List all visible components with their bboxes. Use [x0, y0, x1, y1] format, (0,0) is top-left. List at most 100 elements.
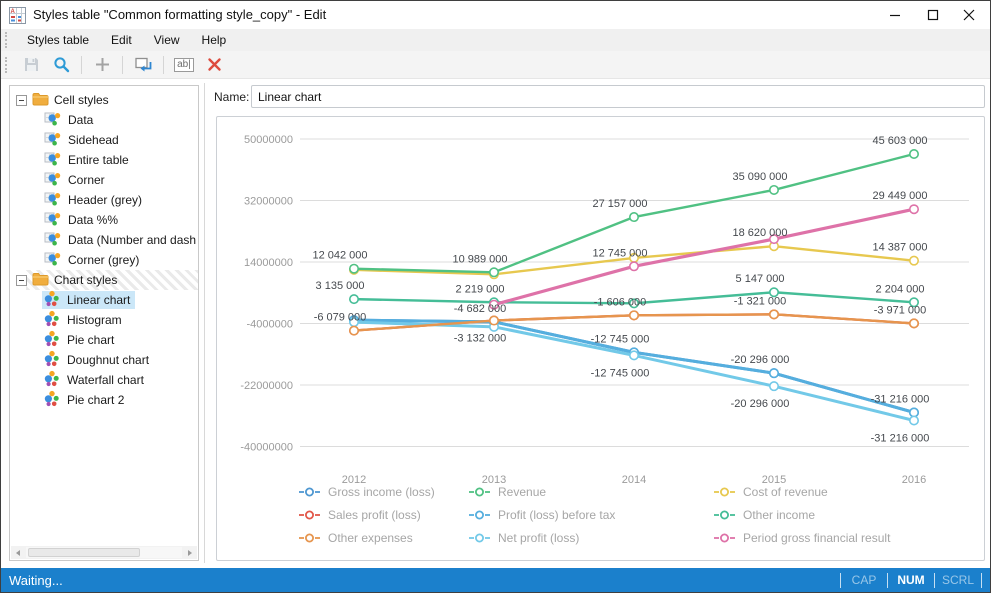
tree-item-pie-chart[interactable]: Pie chart: [10, 330, 198, 350]
menu-bar: Styles table Edit View Help: [1, 29, 990, 51]
status-indicator-scrl: SCRL: [941, 573, 974, 587]
tree-item-data[interactable]: Data %%: [10, 210, 198, 230]
tree-item-header-grey[interactable]: Header (grey): [10, 190, 198, 210]
data-label: 45 603 000: [872, 135, 927, 147]
scroll-left-button[interactable]: [11, 546, 25, 559]
svg-text:A: A: [11, 9, 16, 15]
search-button[interactable]: [48, 53, 74, 77]
legend-label: Cost of revenue: [743, 485, 828, 499]
tree-folder-chart-styles[interactable]: Chart styles: [10, 270, 198, 290]
data-label: -3 971 000: [874, 304, 927, 316]
menu-help[interactable]: Help: [201, 33, 227, 47]
series-period_gross: [488, 204, 919, 310]
tree-item-content: Waterfall chart: [42, 370, 149, 389]
data-point: [768, 368, 779, 379]
minimize-button[interactable]: [878, 1, 912, 29]
tree-horizontal-scrollbar[interactable]: [11, 546, 197, 559]
chart-style-icon: [44, 390, 62, 410]
tree-item-pie-chart-2[interactable]: Pie chart 2: [10, 390, 198, 410]
folder-icon: [32, 272, 49, 289]
scrollbar-track[interactable]: [26, 547, 182, 558]
panel-splitter[interactable]: [204, 83, 205, 563]
tree-item-data-number-and-dash[interactable]: Data (Number and dash: [10, 230, 198, 250]
delete-button[interactable]: [201, 53, 227, 77]
data-label: -1 321 000: [734, 295, 787, 307]
data-point: [349, 294, 360, 305]
tree-item-entire-table[interactable]: Entire table: [10, 150, 198, 170]
maximize-icon: [927, 9, 939, 21]
y-axis-tick: -4000000: [247, 319, 294, 331]
tree-item-corner-grey[interactable]: Corner (grey): [10, 250, 198, 270]
legend-label: Revenue: [498, 485, 547, 499]
tree-item-sidehead[interactable]: Sidehead: [10, 130, 198, 150]
data-point: [908, 415, 919, 426]
data-label: 10 989 000: [452, 253, 507, 265]
tree-item-content: Entire table: [42, 151, 134, 169]
legend-entry-sales-profit-loss: Sales profit (loss): [299, 508, 421, 522]
status-separator: [934, 572, 935, 588]
data-label: 18 620 000: [732, 227, 787, 239]
collapse-icon[interactable]: [16, 274, 27, 286]
data-point: [628, 310, 639, 321]
legend-entry-period-gross-financial-result: Period gross financial result: [714, 531, 890, 545]
tree-item-waterfall-chart[interactable]: Waterfall chart: [10, 370, 198, 390]
menu-styles-table[interactable]: Styles table: [27, 33, 90, 47]
data-point: [908, 407, 919, 418]
tree-item-label: Header (grey): [68, 193, 143, 207]
rename-button[interactable]: ab|: [171, 53, 197, 77]
legend-marker-icon: [299, 487, 320, 497]
tree-item-label: Histogram: [67, 313, 122, 327]
status-indicator-num: NUM: [897, 573, 925, 587]
tree-folder-cell-styles[interactable]: Cell styles: [10, 90, 198, 110]
menu-edit[interactable]: Edit: [111, 33, 132, 47]
tree-item-content: Data %%: [42, 211, 123, 229]
close-button[interactable]: [952, 1, 986, 29]
data-point: [628, 298, 639, 309]
data-point: [628, 350, 639, 361]
close-icon: [963, 9, 975, 21]
legend-marker-icon: [469, 487, 490, 497]
legend-marker-icon: [299, 510, 320, 520]
status-separator: [887, 572, 888, 588]
tree-item-label: Sidehead: [68, 133, 119, 147]
tree-item-doughnut-chart[interactable]: Doughnut chart: [10, 350, 198, 370]
minimize-icon: [890, 14, 900, 17]
tree-item-content: Pie chart: [42, 330, 119, 349]
tree-item-corner[interactable]: Corner: [10, 170, 198, 190]
data-label: 14 387 000: [872, 242, 927, 254]
y-axis-tick: 32000000: [244, 196, 293, 208]
menu-view[interactable]: View: [153, 33, 180, 47]
data-label: 12 745 000: [592, 247, 647, 259]
data-label: -31 216 000: [871, 432, 930, 444]
legend-label: Other expenses: [328, 531, 413, 545]
tree-item-histogram[interactable]: Histogram: [10, 310, 198, 330]
legend-entry-cost-of-revenue: Cost of revenue: [714, 485, 828, 499]
data-label: 2 204 000: [876, 283, 925, 295]
data-point: [908, 204, 919, 215]
collapse-icon[interactable]: [16, 94, 27, 106]
style-name-input[interactable]: [251, 85, 985, 108]
data-point: [349, 325, 360, 336]
tree-item-content: Histogram: [42, 310, 127, 329]
data-point: [349, 263, 360, 274]
cell-style-icon: [44, 230, 63, 250]
legend-entry-net-profit-loss: Net profit (loss): [469, 531, 579, 545]
status-bar: Waiting... CAP NUM SCRL: [1, 568, 990, 592]
maximize-button[interactable]: [916, 1, 950, 29]
save-button[interactable]: [18, 53, 44, 77]
delete-icon: [207, 58, 221, 71]
toolbar-separator: [163, 55, 164, 74]
x-axis-tick: 2016: [902, 474, 926, 486]
tree-item-data[interactable]: Data: [10, 110, 198, 130]
series-revenue: [349, 149, 919, 278]
series-net_profit: [349, 317, 919, 426]
styles-tree-panel: Cell styles Data Sidehead Entire table Corne…: [9, 85, 199, 561]
tree-item-linear-chart[interactable]: Linear chart: [10, 290, 198, 310]
scroll-right-button[interactable]: [183, 546, 197, 559]
copy-style-button[interactable]: [130, 53, 156, 77]
legend-label: Sales profit (loss): [328, 508, 421, 522]
add-style-button[interactable]: [89, 53, 115, 77]
legend-marker-icon: [469, 533, 490, 543]
scrollbar-thumb[interactable]: [28, 548, 141, 557]
